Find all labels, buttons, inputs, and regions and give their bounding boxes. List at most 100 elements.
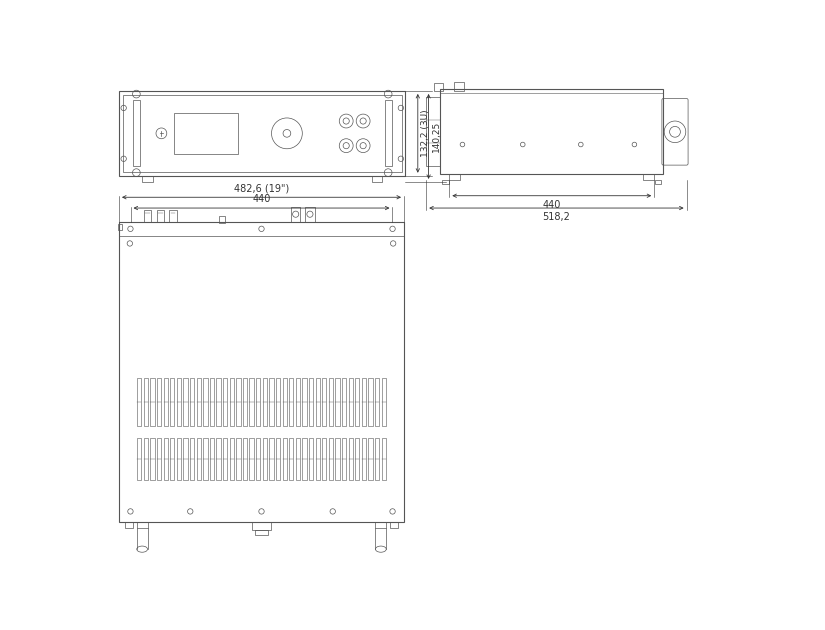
Bar <box>177 378 182 426</box>
Bar <box>375 522 386 529</box>
Bar <box>335 438 340 480</box>
Bar <box>302 438 307 480</box>
Bar <box>348 438 353 480</box>
Bar <box>123 95 402 172</box>
Bar <box>369 438 373 480</box>
Bar <box>169 210 177 222</box>
Bar <box>243 378 248 426</box>
Bar <box>216 438 221 480</box>
Bar <box>375 378 380 426</box>
Bar <box>256 438 261 480</box>
Bar <box>309 438 314 480</box>
Bar <box>119 91 406 176</box>
Bar <box>137 378 141 426</box>
Bar <box>262 378 267 426</box>
Bar <box>282 438 287 480</box>
Bar <box>302 378 307 426</box>
Text: 140,25: 140,25 <box>431 121 441 152</box>
Bar <box>289 378 294 426</box>
Bar <box>144 378 148 426</box>
Bar <box>295 378 300 426</box>
Bar <box>150 438 154 480</box>
Bar <box>256 530 267 534</box>
Bar <box>142 176 153 182</box>
Bar <box>328 438 333 480</box>
Bar <box>119 222 404 522</box>
Bar <box>369 378 373 426</box>
Bar <box>315 438 320 480</box>
Bar <box>390 522 398 529</box>
Bar <box>177 438 182 480</box>
Bar <box>229 378 234 426</box>
Bar <box>454 82 464 91</box>
Bar <box>157 438 162 480</box>
Bar <box>223 438 228 480</box>
Bar <box>655 180 661 184</box>
Text: 440: 440 <box>543 200 561 210</box>
Bar <box>269 378 274 426</box>
Bar <box>223 378 228 426</box>
Bar <box>203 438 208 480</box>
Bar <box>144 438 148 480</box>
Bar <box>175 113 238 154</box>
Text: 518,2: 518,2 <box>543 212 570 222</box>
Bar <box>150 378 154 426</box>
Bar <box>644 174 654 180</box>
Bar <box>219 215 224 224</box>
Bar <box>450 174 460 180</box>
Bar <box>183 438 188 480</box>
Bar <box>441 89 663 174</box>
Bar <box>144 210 152 222</box>
Bar <box>196 378 201 426</box>
Bar <box>305 207 314 222</box>
Bar <box>190 378 195 426</box>
Bar <box>282 378 287 426</box>
Bar <box>342 438 346 480</box>
Bar <box>203 378 208 426</box>
Bar <box>382 438 386 480</box>
Bar <box>375 438 380 480</box>
Bar <box>157 210 164 222</box>
Bar <box>309 378 314 426</box>
Bar <box>137 522 148 529</box>
Bar <box>322 438 327 480</box>
Bar <box>249 438 254 480</box>
Bar <box>315 378 320 426</box>
Bar <box>117 224 122 231</box>
Bar <box>210 438 215 480</box>
Bar <box>269 438 274 480</box>
Bar <box>157 378 162 426</box>
Bar <box>133 100 140 166</box>
Bar <box>163 378 168 426</box>
Bar <box>362 438 366 480</box>
Bar <box>170 378 175 426</box>
Bar <box>276 378 280 426</box>
Bar <box>125 522 133 529</box>
Bar <box>196 438 201 480</box>
Bar <box>276 438 280 480</box>
Bar <box>382 378 386 426</box>
Text: 132,2 (3U): 132,2 (3U) <box>421 110 430 157</box>
Bar <box>236 378 241 426</box>
Bar <box>442 180 449 184</box>
Bar <box>322 378 327 426</box>
Bar <box>427 97 441 166</box>
Bar <box>362 378 366 426</box>
Bar <box>170 438 175 480</box>
Bar <box>356 438 360 480</box>
Bar <box>291 207 300 222</box>
Bar <box>216 378 221 426</box>
Bar <box>229 438 234 480</box>
Bar <box>190 438 195 480</box>
Bar <box>434 83 443 91</box>
Bar <box>289 438 294 480</box>
Bar <box>384 100 392 166</box>
Bar <box>137 438 141 480</box>
Bar <box>183 378 188 426</box>
Text: 482,6 (19"): 482,6 (19") <box>233 183 289 193</box>
Bar <box>328 378 333 426</box>
Bar <box>342 378 346 426</box>
Bar <box>356 378 360 426</box>
Bar <box>256 378 261 426</box>
Bar <box>249 378 254 426</box>
